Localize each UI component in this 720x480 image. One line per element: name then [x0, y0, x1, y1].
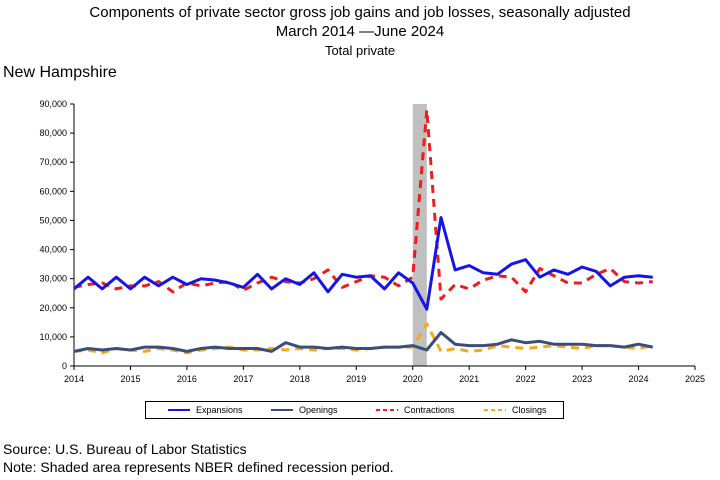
x-tick-label: 2020	[403, 374, 423, 384]
chart-subtitle: Total private	[324, 43, 396, 58]
x-tick-label: 2019	[346, 374, 366, 384]
x-tick-label: 2023	[572, 374, 592, 384]
series-line-openings	[73, 331, 654, 353]
legend-label-expansions: Expansions	[196, 405, 243, 415]
series-line-contractions	[73, 108, 653, 301]
series-line-expansions	[73, 216, 653, 311]
legend-label-closings: Closings	[512, 405, 547, 415]
y-tick-label: 80,000	[39, 128, 67, 138]
x-tick-label: 2022	[516, 374, 536, 384]
y-tick-label: 10,000	[39, 332, 67, 342]
x-tick-label: 2025	[685, 374, 705, 384]
x-tick-label: 2024	[629, 374, 649, 384]
source-note: Source: U.S. Bureau of Labor Statistics	[3, 441, 247, 457]
line-chart: 0 10,000 20,000 30,000 40,000 50,000 60,000 70,…	[39, 99, 705, 384]
legend-item-openings: Openings	[271, 405, 338, 415]
x-tick-label: 2021	[459, 374, 479, 384]
y-tick-label: 70,000	[39, 157, 67, 167]
chart-title: Components of private sector gross job g…	[89, 4, 631, 21]
legend-item-closings: Closings	[484, 405, 547, 415]
legend-label-openings: Openings	[299, 405, 338, 415]
y-tick-label: 40,000	[39, 245, 67, 255]
legend-item-expansions: Expansions	[168, 405, 243, 415]
chart-legend: Expansions Openings Contractions Closing…	[145, 401, 564, 419]
y-tick-label: 30,000	[39, 274, 67, 284]
x-tick-label: 2014	[64, 374, 84, 384]
region-label: New Hampshire	[3, 64, 117, 81]
y-tick-label: 60,000	[39, 186, 67, 196]
y-tick-label: 90,000	[39, 99, 67, 109]
recession-note: Note: Shaded area represents NBER define…	[3, 459, 394, 475]
legend-item-contractions: Contractions	[376, 405, 455, 415]
chart-date-range: March 2014 —June 2024	[275, 23, 445, 40]
y-tick-label: 50,000	[39, 215, 67, 225]
x-tick-label: 2015	[120, 374, 140, 384]
y-tick-label: 20,000	[39, 303, 67, 313]
legend-label-contractions: Contractions	[404, 405, 455, 415]
x-tick-label: 2016	[177, 374, 197, 384]
x-tick-label: 2018	[290, 374, 310, 384]
x-tick-label: 2017	[233, 374, 253, 384]
y-tick-label: 0	[62, 361, 67, 371]
